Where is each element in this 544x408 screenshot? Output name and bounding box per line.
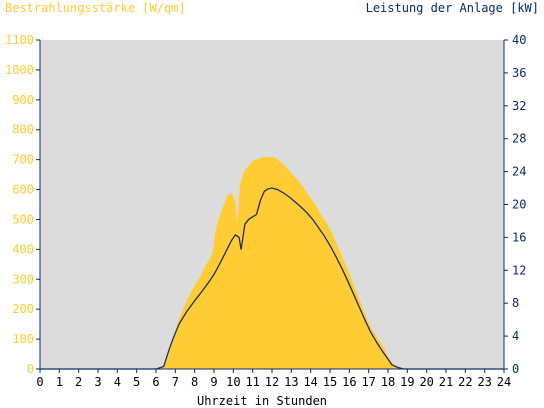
x-tick-label: 0 bbox=[36, 375, 43, 389]
series-layer bbox=[40, 156, 504, 370]
x-tick-label: 11 bbox=[245, 375, 259, 389]
irradiance-area bbox=[40, 156, 504, 369]
x-tick-label: 4 bbox=[114, 375, 121, 389]
x-tick-label: 24 bbox=[497, 375, 511, 389]
x-tick-label: 17 bbox=[361, 375, 375, 389]
x-tick-label: 5 bbox=[133, 375, 140, 389]
y-left-tick-label: 1100 bbox=[5, 33, 34, 47]
y-right-tick-label: 16 bbox=[512, 230, 526, 244]
y-right-tick-label: 0 bbox=[512, 362, 519, 376]
x-tick-label: 10 bbox=[226, 375, 240, 389]
right-axis-title: Leistung der Anlage [kW] bbox=[366, 1, 539, 15]
y-right-tick-label: 32 bbox=[512, 99, 526, 113]
x-tick-label: 14 bbox=[303, 375, 317, 389]
x-tick-label: 13 bbox=[284, 375, 298, 389]
y-left-tick-label: 400 bbox=[12, 242, 34, 256]
y-right-tick-label: 28 bbox=[512, 132, 526, 146]
x-tick-label: 12 bbox=[265, 375, 279, 389]
axes-layer: 0100200300400500600700800900100011000481… bbox=[5, 33, 526, 389]
y-right-tick-label: 20 bbox=[512, 198, 526, 212]
x-tick-label: 15 bbox=[323, 375, 337, 389]
y-right-tick-label: 8 bbox=[512, 296, 519, 310]
x-tick-label: 6 bbox=[152, 375, 159, 389]
left-axis-title: Bestrahlungsstärke [W/qm] bbox=[5, 1, 186, 15]
x-tick-label: 23 bbox=[477, 375, 491, 389]
y-left-tick-label: 100 bbox=[12, 332, 34, 346]
x-axis-title: Uhrzeit in Stunden bbox=[197, 394, 327, 408]
x-tick-label: 1 bbox=[56, 375, 63, 389]
y-left-tick-label: 500 bbox=[12, 212, 34, 226]
power-line bbox=[40, 187, 504, 370]
y-left-tick-label: 700 bbox=[12, 153, 34, 167]
x-tick-label: 2 bbox=[75, 375, 82, 389]
x-tick-label: 7 bbox=[172, 375, 179, 389]
y-right-tick-label: 4 bbox=[512, 329, 519, 343]
x-tick-label: 16 bbox=[342, 375, 356, 389]
y-right-tick-label: 36 bbox=[512, 66, 526, 80]
x-tick-label: 21 bbox=[439, 375, 453, 389]
y-left-tick-label: 800 bbox=[12, 123, 34, 137]
x-tick-label: 19 bbox=[400, 375, 414, 389]
x-tick-label: 22 bbox=[458, 375, 472, 389]
y-right-tick-label: 40 bbox=[512, 33, 526, 47]
y-left-tick-label: 1000 bbox=[5, 63, 34, 77]
y-left-tick-label: 600 bbox=[12, 183, 34, 197]
x-tick-label: 18 bbox=[381, 375, 395, 389]
x-tick-label: 20 bbox=[419, 375, 433, 389]
x-tick-label: 3 bbox=[94, 375, 101, 389]
x-tick-label: 8 bbox=[191, 375, 198, 389]
y-right-tick-label: 12 bbox=[512, 263, 526, 277]
x-tick-label: 9 bbox=[210, 375, 217, 389]
y-left-tick-label: 200 bbox=[12, 302, 34, 316]
y-right-tick-label: 24 bbox=[512, 165, 526, 179]
y-left-tick-label: 900 bbox=[12, 93, 34, 107]
y-left-tick-label: 0 bbox=[27, 362, 34, 376]
y-left-tick-label: 300 bbox=[12, 272, 34, 286]
